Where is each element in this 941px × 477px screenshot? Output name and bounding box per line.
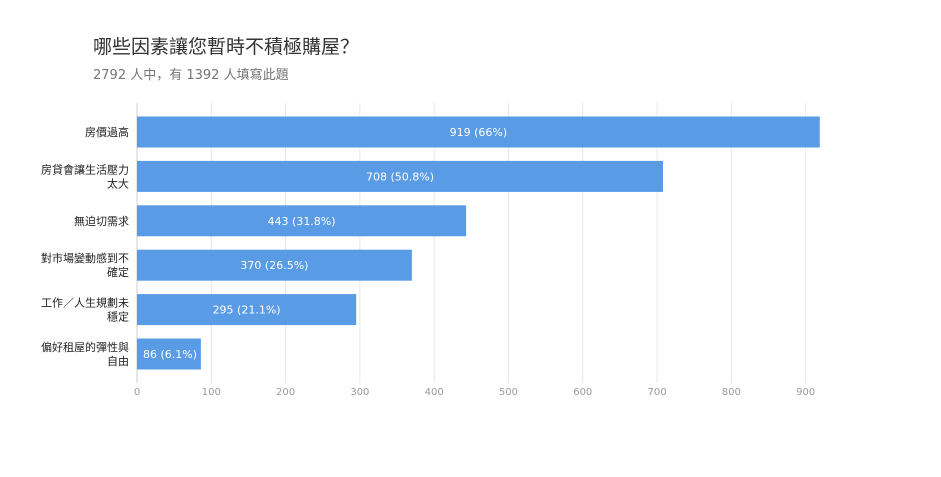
category-label: 工作／人生規劃未 <box>41 296 129 310</box>
data-label: 708 (50.8%) <box>366 170 434 183</box>
x-tick-label: 200 <box>276 387 295 398</box>
x-tick-label: 600 <box>573 387 592 398</box>
chart-title: 哪些因素讓您暫時不積極購屋？ <box>93 36 360 58</box>
data-label: 295 (21.1%) <box>213 304 281 317</box>
data-label: 370 (26.5%) <box>240 259 308 272</box>
x-tick-label: 100 <box>202 387 221 398</box>
bar-1 <box>137 160 663 192</box>
x-tick-label: 0 <box>134 387 140 398</box>
category-label: 房價過高 <box>85 125 129 139</box>
category-label: 無迫切需求 <box>74 214 129 228</box>
bar-4 <box>137 294 357 326</box>
data-label: 443 (31.8%) <box>268 215 336 228</box>
bar-3 <box>137 249 412 281</box>
x-tick-label: 800 <box>722 387 741 398</box>
bar-0 <box>137 116 820 148</box>
x-tick-label: 500 <box>499 387 518 398</box>
data-label: 86 (6.1%) <box>143 348 197 361</box>
category-label: 對市場變動感到不 <box>41 251 129 265</box>
x-tick-label: 700 <box>648 387 667 398</box>
category-label: 房貸會讓生活壓力 <box>41 162 129 176</box>
chart-subtitle: 2792 人中，有 1392 人填寫此題 <box>93 68 289 83</box>
category-label: 自由 <box>107 354 129 368</box>
x-tick-label: 900 <box>796 387 815 398</box>
x-tick-label: 300 <box>350 387 369 398</box>
category-label: 太大 <box>107 176 129 190</box>
x-tick-label: 400 <box>425 387 444 398</box>
data-label: 919 (66%) <box>450 126 508 139</box>
category-label: 確定 <box>107 265 129 279</box>
bar-2 <box>137 205 467 237</box>
category-label: 偏好租屋的彈性與 <box>41 340 129 354</box>
category-label: 穩定 <box>107 310 129 324</box>
bar-5 <box>137 338 201 370</box>
